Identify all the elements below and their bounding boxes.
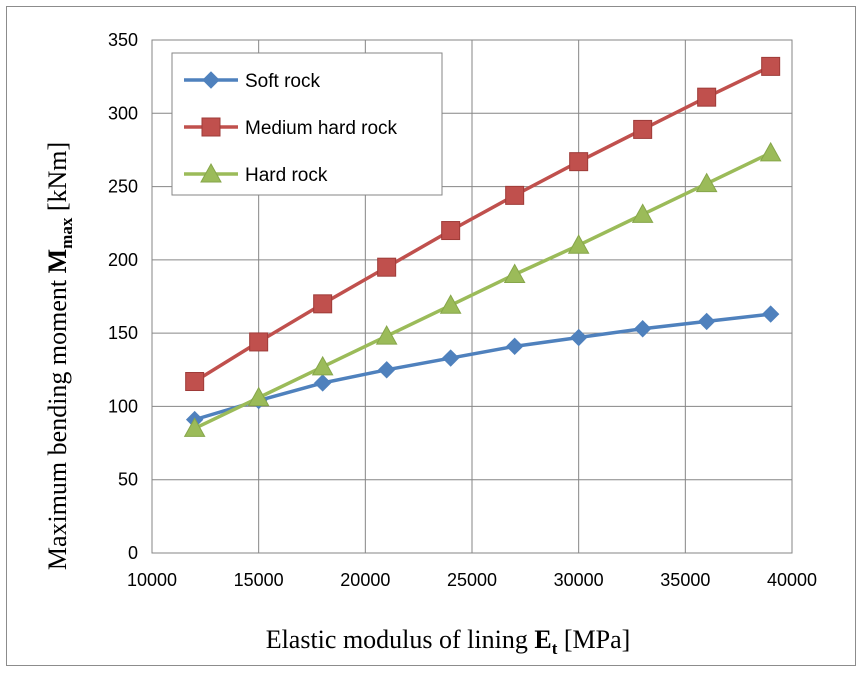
legend-item: Hard rock — [184, 162, 328, 186]
data-point — [375, 325, 398, 345]
x-tick-label: 25000 — [447, 570, 497, 590]
data-point — [761, 56, 781, 76]
data-point — [695, 172, 718, 193]
series-soft-rock — [185, 305, 780, 429]
y-tick-label: 100 — [108, 396, 138, 416]
series-line — [194, 312, 771, 422]
data-point — [505, 337, 524, 356]
legend-item: Soft rock — [184, 71, 320, 92]
x-axis-title-subscript: t — [552, 639, 558, 658]
x-tick-label: 20000 — [340, 570, 390, 590]
data-point — [697, 87, 717, 107]
x-tick-label: 10000 — [127, 570, 177, 590]
legend-marker — [202, 71, 220, 89]
data-point — [631, 203, 654, 223]
y-axis-title: Maximum bending moment Mmax [kNm] — [43, 142, 76, 570]
data-point — [377, 257, 397, 277]
x-tick-labels: 10000 15000 20000 25000 30000 35000 40000 — [127, 570, 817, 590]
legend-label: Soft rock — [245, 71, 320, 92]
x-axis-title-symbol: E — [534, 625, 551, 654]
data-point — [759, 141, 782, 162]
y-axis-title-unit: [kNm] — [43, 142, 72, 218]
data-point — [761, 305, 780, 323]
legend-label: Medium hard rock — [245, 118, 398, 139]
y-tick-label: 50 — [118, 470, 138, 490]
data-point — [313, 294, 333, 314]
x-tick-label: 40000 — [767, 570, 817, 590]
x-tick-label: 15000 — [234, 570, 284, 590]
data-point — [247, 386, 270, 407]
plot-area — [151, 39, 793, 554]
series-hard-rock — [183, 141, 782, 437]
x-axis-title-unit: [MPa] — [557, 625, 630, 654]
data-point — [313, 374, 332, 392]
data-point — [185, 372, 205, 392]
y-tick-label: 300 — [108, 103, 138, 123]
y-axis-title-symbol: M — [43, 249, 72, 274]
data-point — [441, 221, 461, 241]
data-point — [633, 320, 652, 338]
data-point — [439, 294, 462, 314]
series-medium-hard-rock — [185, 56, 781, 392]
y-axis-title-subscript: max — [57, 217, 76, 249]
data-point — [505, 185, 525, 205]
data-point — [569, 328, 588, 347]
y-tick-labels: 0 50 100 150 200 250 300 350 — [108, 30, 138, 563]
y-axis-title-main: Maximum bending moment — [43, 273, 72, 570]
y-tick-label: 0 — [128, 543, 138, 563]
x-axis-title: Elastic modulus of lining Et [MPa] — [266, 625, 631, 658]
series-line — [193, 64, 772, 383]
data-point — [569, 152, 589, 172]
y-tick-label: 250 — [108, 177, 138, 197]
data-point — [567, 234, 590, 254]
y-tick-label: 200 — [108, 250, 138, 270]
legend-marker — [200, 162, 222, 183]
data-point — [503, 263, 526, 284]
data-point — [311, 355, 334, 376]
legend-item: Medium hard rock — [184, 117, 398, 139]
x-tick-label: 35000 — [660, 570, 710, 590]
legend-label: Hard rock — [245, 165, 328, 186]
data-point — [249, 332, 269, 352]
data-point — [697, 312, 716, 331]
series-group — [183, 56, 782, 437]
data-point — [183, 417, 206, 437]
series-line — [193, 151, 772, 430]
legend-marker — [201, 117, 221, 137]
data-point — [441, 349, 460, 367]
y-tick-label: 350 — [108, 30, 138, 50]
x-axis-title-main: Elastic modulus of lining — [266, 625, 535, 654]
y-tick-label: 150 — [108, 323, 138, 343]
data-point — [377, 361, 396, 379]
x-tick-label: 30000 — [554, 570, 604, 590]
legend: Soft rock Medium hard rock Hard rock — [171, 52, 443, 196]
data-point — [633, 119, 653, 139]
